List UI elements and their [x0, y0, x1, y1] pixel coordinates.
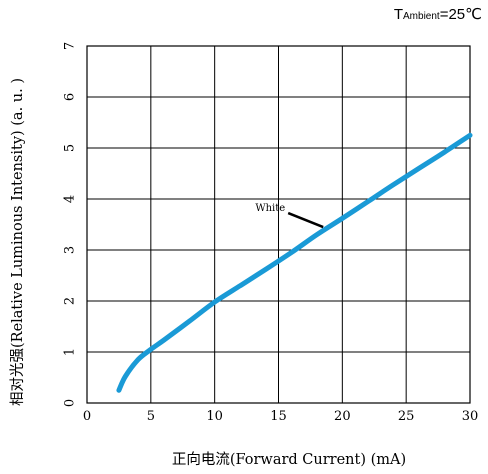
y-tick-labels: 0 1 2 3 4 5 6 7	[63, 42, 78, 407]
x-tick-label-2: 10	[206, 409, 223, 424]
y-tick-label-1: 1	[63, 348, 78, 356]
condition-label: TAmbient=25℃	[394, 6, 482, 23]
y-tick-label-7: 7	[63, 42, 78, 50]
condition-suffix: =25℃	[440, 6, 482, 23]
x-tick-label-1: 5	[147, 409, 155, 424]
annotation-layer: White	[255, 203, 324, 229]
y-tick-label-4: 4	[63, 195, 78, 203]
x-axis-label: 正向电流(Forward Current) (mA)	[172, 451, 406, 468]
y-tick-label-5: 5	[63, 144, 78, 152]
x-tick-label-0: 0	[83, 409, 91, 424]
y-tick-label-6: 6	[63, 93, 78, 101]
x-tick-label-4: 20	[334, 409, 351, 424]
series-line-white	[116, 132, 473, 393]
y-tick-label-2: 2	[63, 297, 78, 305]
y-axis-label: 相对光强(Relative Luminous Intensity) (a. u.…	[9, 78, 26, 406]
x-tick-label-6: 30	[462, 409, 479, 424]
y-tick-label-0: 0	[63, 399, 78, 407]
y-tick-label-3: 3	[63, 246, 78, 254]
annotation-label-0: White	[255, 203, 285, 214]
annotation-leader-0	[287, 211, 324, 229]
x-tick-label-5: 25	[398, 409, 415, 424]
grid-lines	[87, 46, 470, 403]
x-tick-label-3: 15	[270, 409, 287, 424]
condition-prefix: T	[394, 6, 403, 23]
condition-subscript: Ambient	[403, 11, 440, 22]
series-layer	[116, 132, 473, 393]
plot-frame	[86, 45, 471, 404]
x-tick-labels: 0 5 10 15 20 25 30	[83, 409, 478, 424]
